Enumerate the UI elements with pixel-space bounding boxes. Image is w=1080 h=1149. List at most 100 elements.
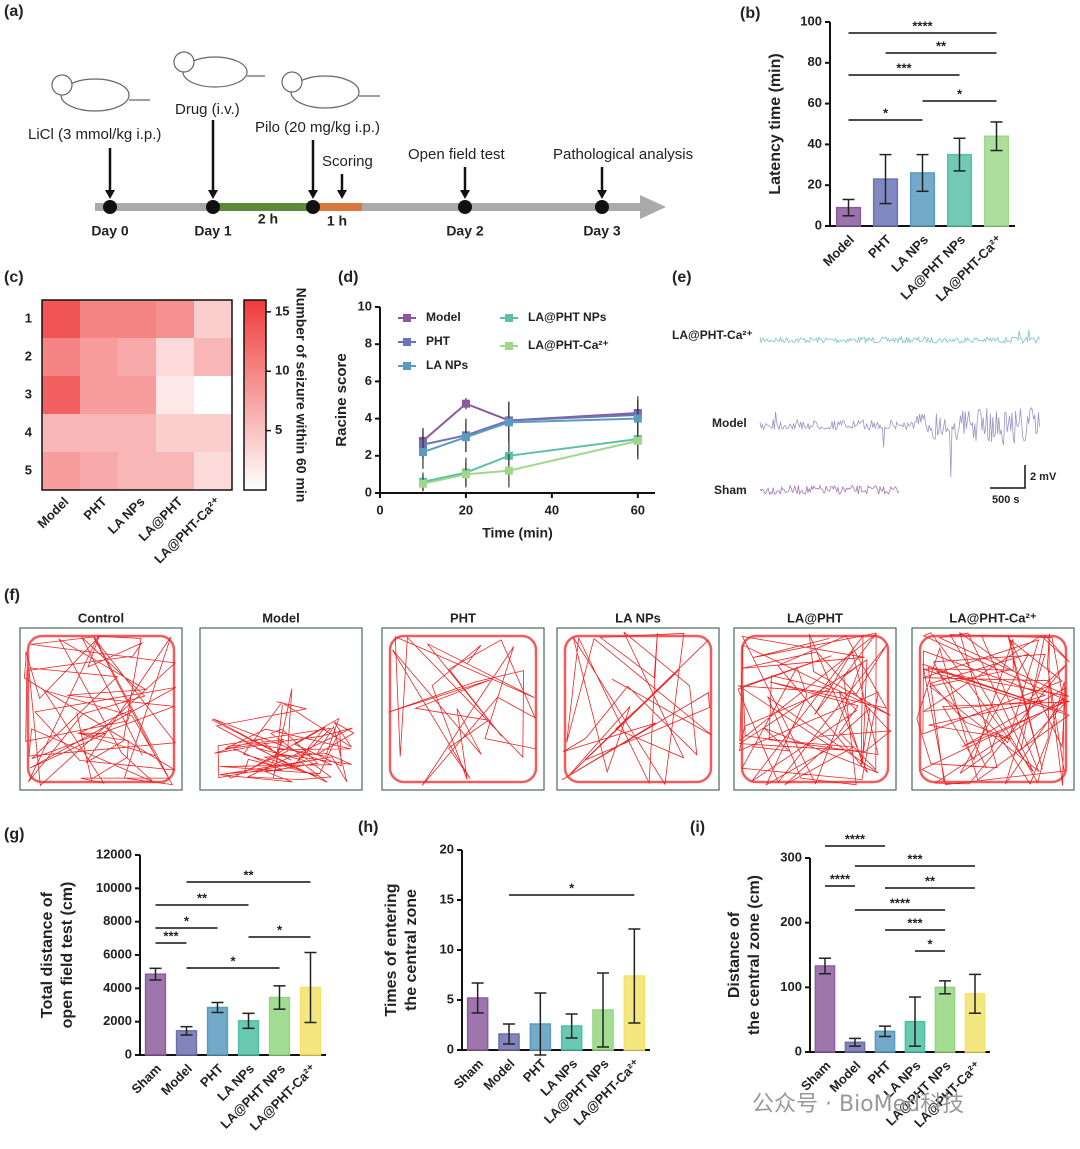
y-axis-label: Racine score bbox=[333, 353, 350, 446]
y-tick-label: 2000 bbox=[103, 1013, 132, 1028]
x-tick-label: 40 bbox=[545, 502, 559, 517]
significance-label: * bbox=[184, 913, 190, 928]
error-bar bbox=[597, 972, 609, 1048]
colorbar-tick-label: 10 bbox=[275, 363, 289, 378]
significance-label: *** bbox=[163, 928, 179, 943]
scale-bar bbox=[990, 465, 1026, 489]
panel-label: (b) bbox=[740, 5, 760, 22]
marker bbox=[461, 433, 470, 442]
marker bbox=[633, 414, 642, 423]
significance-label: *** bbox=[907, 915, 923, 930]
x-tick-label: Model bbox=[820, 232, 857, 269]
significance-label: *** bbox=[896, 60, 912, 75]
duration-label: 2 h bbox=[258, 211, 278, 227]
row-label: 3 bbox=[25, 386, 32, 401]
error-bar bbox=[990, 121, 1003, 152]
trace-label: Model bbox=[712, 416, 747, 430]
heatmap-cell bbox=[42, 338, 81, 377]
timeline-dot bbox=[458, 200, 472, 214]
y-tick-label: 10000 bbox=[96, 880, 132, 895]
error-bar bbox=[879, 153, 892, 205]
error-bar bbox=[953, 137, 966, 172]
error-bar bbox=[849, 1037, 861, 1047]
y-tick-label: 0 bbox=[795, 1043, 802, 1058]
event-label: Scoring bbox=[322, 153, 373, 170]
y-tick-label: 80 bbox=[808, 54, 822, 69]
heatmap-cell bbox=[80, 300, 119, 339]
panel-label: (d) bbox=[338, 269, 358, 286]
bar bbox=[814, 965, 836, 1053]
bar bbox=[144, 973, 167, 1056]
marker bbox=[504, 418, 513, 427]
eeg-trace bbox=[759, 329, 1040, 345]
heatmap-cell bbox=[118, 414, 157, 453]
arena-title: LA@PHT-Ca²⁺ bbox=[949, 610, 1037, 625]
arena-title: LA@PHT bbox=[787, 610, 843, 625]
heatmap-cell bbox=[118, 376, 157, 415]
error-bar bbox=[211, 1001, 224, 1014]
x-tick-label: LA@PHT-Ca²⁺ bbox=[151, 494, 224, 567]
timeline-dot bbox=[595, 200, 609, 214]
x-tick-label: 0 bbox=[376, 502, 383, 517]
heatmap-cell bbox=[156, 338, 195, 377]
heatmap-cell bbox=[80, 452, 119, 491]
heatmap-cell bbox=[80, 376, 119, 415]
event-label: Pathological analysis bbox=[553, 146, 693, 163]
panel-label: (f) bbox=[4, 587, 20, 604]
colorbar-tick-label: 15 bbox=[275, 303, 289, 318]
day-label: Day 3 bbox=[583, 223, 621, 239]
heatmap-cell bbox=[42, 414, 81, 453]
y-tick-label: 8 bbox=[365, 336, 372, 351]
error-bar bbox=[242, 1012, 255, 1030]
y-tick-label: 10 bbox=[358, 298, 372, 313]
trajectory bbox=[561, 631, 712, 786]
error-bar bbox=[503, 1023, 515, 1045]
y-tick-label: 0 bbox=[815, 217, 822, 232]
y-tick-label: 0 bbox=[125, 1046, 132, 1061]
y-tick-label: 100 bbox=[800, 13, 822, 28]
event-arrowhead bbox=[308, 190, 318, 199]
row-label: 5 bbox=[25, 462, 32, 477]
marker bbox=[418, 448, 427, 457]
x-axis-label: Time (min) bbox=[482, 525, 553, 541]
arena-title: Model bbox=[262, 610, 300, 625]
series-line bbox=[422, 413, 638, 446]
error-bar bbox=[180, 1025, 193, 1036]
y-tick-label: 20 bbox=[808, 177, 822, 192]
significance-label: ** bbox=[243, 867, 254, 882]
panel-label: (h) bbox=[358, 819, 378, 836]
heatmap-cell bbox=[156, 452, 195, 491]
bar bbox=[934, 986, 956, 1053]
trajectory bbox=[916, 631, 1070, 786]
legend-label: LA@PHT NPs bbox=[528, 310, 607, 324]
y-tick-label: 6 bbox=[365, 373, 372, 388]
legend-label: LA@PHT-Ca²⁺ bbox=[528, 338, 609, 352]
legend-label: PHT bbox=[426, 334, 451, 348]
y-tick-label: 0 bbox=[447, 1041, 454, 1056]
marker bbox=[418, 479, 427, 488]
eeg-trace bbox=[759, 484, 900, 496]
significance-label: * bbox=[569, 880, 575, 895]
trace-label: Sham bbox=[714, 483, 747, 497]
y-axis-label: the central zone (cm) bbox=[746, 875, 763, 1035]
y-tick-label: 6000 bbox=[103, 946, 132, 961]
event-label: Drug (i.v.) bbox=[175, 101, 240, 118]
y-tick-label: 4 bbox=[365, 410, 373, 425]
heatmap-cell bbox=[42, 376, 81, 415]
x-tick-label: LA@PHT-Ca²⁺ bbox=[933, 232, 1006, 305]
row-label: 1 bbox=[25, 310, 32, 325]
timeline-arrow bbox=[95, 195, 666, 219]
trajectory bbox=[737, 632, 893, 786]
y-tick-label: 40 bbox=[808, 136, 822, 151]
heatmap-cell bbox=[194, 376, 233, 415]
eeg-trace bbox=[759, 406, 1040, 478]
arena-title: LA NPs bbox=[615, 610, 661, 625]
heatmap-frame bbox=[41, 299, 233, 491]
marker bbox=[633, 436, 642, 445]
arena-title: Control bbox=[78, 610, 124, 625]
y-axis-label: Distance of bbox=[726, 911, 743, 998]
significance-label: ** bbox=[197, 890, 208, 905]
y-tick-label: 100 bbox=[780, 979, 802, 994]
error-bar bbox=[304, 951, 317, 1024]
